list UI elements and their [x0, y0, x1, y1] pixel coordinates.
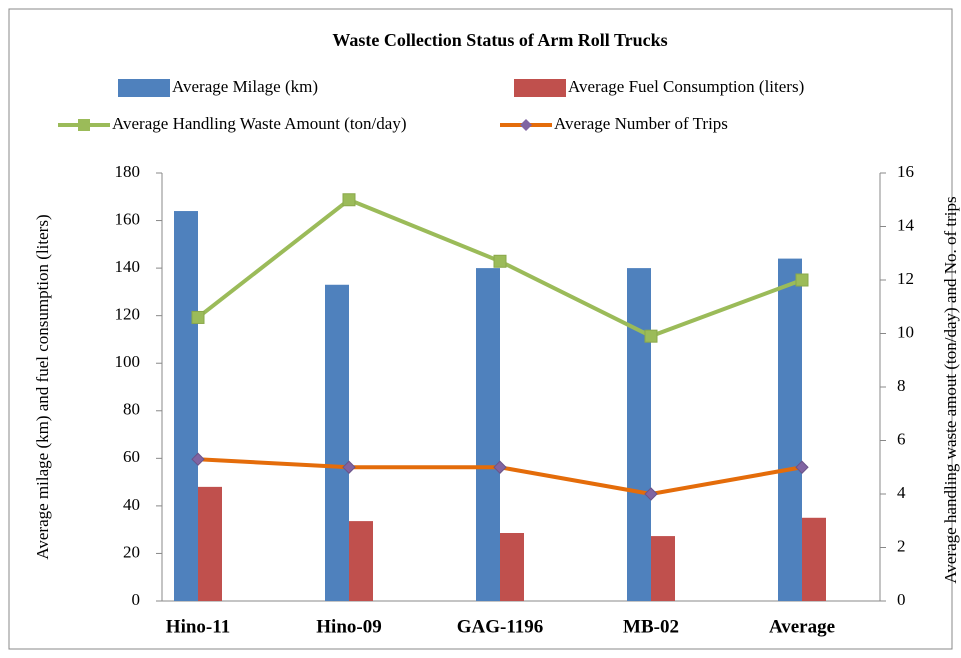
y2-tick-label: 14: [897, 215, 915, 234]
y-tick-label: 60: [123, 447, 140, 466]
legend-label: Average Fuel Consumption (liters): [568, 77, 804, 96]
x-tick-label: Hino-11: [166, 616, 230, 637]
y2-tick-label: 4: [897, 483, 906, 502]
y2-tick-label: 0: [897, 590, 906, 609]
chart-border: [8, 8, 953, 650]
marker: [342, 460, 356, 474]
y2-tick-label: 12: [897, 269, 914, 288]
y-tick-label: 120: [115, 305, 141, 324]
y-tick-label: 140: [115, 257, 141, 276]
legend-swatch: [514, 79, 566, 97]
y-tick-label: 0: [132, 590, 141, 609]
marker: [795, 273, 809, 287]
marker: [191, 310, 205, 324]
y2-tick-label: 16: [897, 162, 914, 181]
x-tick-label: Average: [769, 616, 835, 637]
marker: [795, 460, 809, 474]
bar: [174, 211, 198, 602]
y2-tick-label: 10: [897, 322, 914, 341]
y-tick-label: 20: [123, 542, 140, 561]
bar: [349, 521, 373, 601]
legend-marker: [78, 119, 90, 131]
bar: [476, 268, 500, 601]
legend-marker: [520, 119, 532, 131]
legend-swatch: [118, 79, 170, 97]
x-tick-label: MB-02: [623, 616, 679, 637]
y-tick-label: 80: [123, 400, 140, 419]
y2-tick-label: 8: [897, 376, 906, 395]
chart-title: Waste Collection Status of Arm Roll Truc…: [332, 30, 667, 50]
bar: [325, 284, 349, 601]
bar: [802, 517, 826, 601]
legend-label: Average Handling Waste Amount (ton/day): [112, 114, 407, 133]
marker: [644, 329, 658, 343]
bar: [500, 532, 524, 601]
marker: [342, 193, 356, 207]
x-tick-label: Hino-09: [316, 616, 381, 637]
bar: [198, 486, 222, 601]
y-axis-label: Average milage (km) and fuel consumption…: [33, 214, 52, 559]
marker: [493, 460, 507, 474]
legend-label: Average Milage (km): [172, 77, 318, 96]
marker: [191, 452, 205, 466]
bar: [627, 268, 651, 601]
marker: [493, 254, 507, 268]
x-tick-label: GAG-1196: [457, 616, 544, 637]
y2-tick-label: 2: [897, 536, 906, 555]
y-tick-label: 100: [115, 352, 141, 371]
bar: [778, 258, 802, 601]
y-tick-label: 40: [123, 495, 140, 514]
bar: [651, 536, 675, 601]
legend-label: Average Number of Trips: [554, 114, 728, 133]
y2-axis-label: Average handling waste amout (ton/day) a…: [941, 196, 960, 583]
y2-tick-label: 6: [897, 429, 906, 448]
y-tick-label: 180: [115, 162, 141, 181]
y-tick-label: 160: [115, 209, 141, 228]
marker: [644, 487, 658, 501]
